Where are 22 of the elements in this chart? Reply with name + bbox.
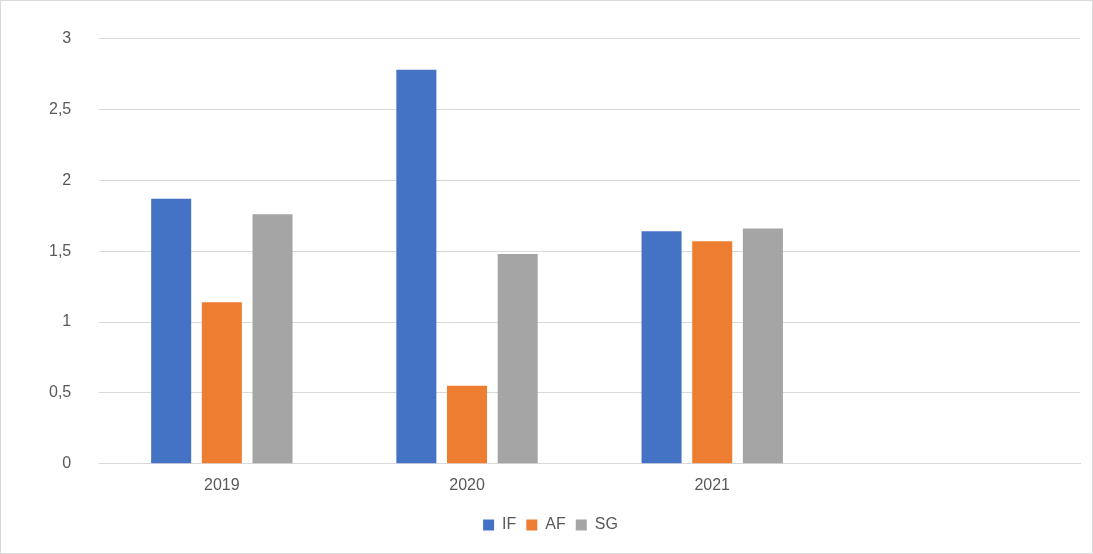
x-tick-label: 2019 <box>204 475 240 493</box>
legend-label: AF <box>545 515 566 533</box>
y-tick-label: 3 <box>62 29 72 47</box>
bar <box>497 254 538 464</box>
legend-label: IF <box>502 515 517 533</box>
y-tick-label: 2,5 <box>48 99 72 117</box>
bar <box>151 198 192 464</box>
bar <box>447 385 488 464</box>
bar <box>396 69 437 464</box>
y-tick-label: 0,5 <box>48 383 72 401</box>
legend-label: SG <box>594 515 618 533</box>
bar <box>201 302 242 464</box>
y-tick-label: 0 <box>62 454 72 472</box>
y-tick-label: 2 <box>62 170 72 188</box>
y-tick-label: 1 <box>62 312 72 330</box>
bar <box>641 231 682 464</box>
x-tick-label: 2021 <box>694 475 731 493</box>
x-tick-label: 2020 <box>449 475 485 493</box>
bar <box>742 228 783 464</box>
y-tick-label: 1,5 <box>48 241 72 259</box>
bar <box>252 214 293 464</box>
bar <box>692 241 733 464</box>
